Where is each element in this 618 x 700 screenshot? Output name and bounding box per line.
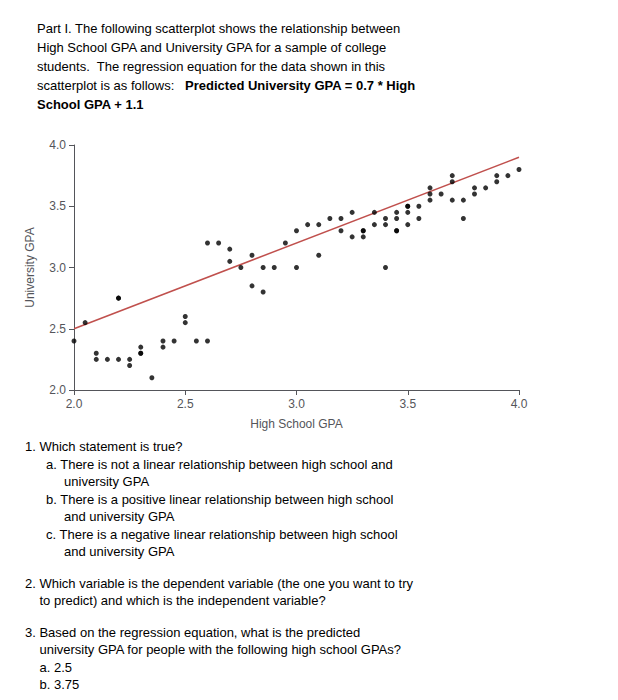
svg-text:Part I. The following scatterp: Part I. The following scatterplot shows …	[37, 21, 400, 36]
svg-text:3.0: 3.0	[49, 261, 66, 275]
svg-text:university GPA for people with: university GPA for people with the follo…	[25, 642, 401, 657]
svg-text:4.0: 4.0	[49, 138, 66, 152]
svg-text:School GPA + 1.1: School GPA + 1.1	[37, 97, 144, 112]
svg-text:2.5: 2.5	[177, 397, 194, 411]
svg-text:High School GPA: High School GPA	[250, 417, 343, 431]
svg-text:3. Based on the regression equ: 3. Based on the regression equation, wha…	[25, 625, 360, 640]
svg-text:3.5: 3.5	[399, 397, 416, 411]
svg-text:and university GPA: and university GPA	[46, 544, 175, 559]
svg-text:b. There is a positive linear: b. There is a positive linear relationsh…	[46, 492, 393, 507]
svg-text:3.0: 3.0	[288, 397, 305, 411]
svg-text:High School GPA and University: High School GPA and University GPA for a…	[37, 40, 386, 55]
svg-text:2.0: 2.0	[49, 383, 66, 397]
svg-text:a. 2.5: a. 2.5	[25, 660, 72, 675]
svg-text:1. Which statement is true?: 1. Which statement is true?	[25, 439, 183, 454]
svg-text:2. Which variable is the depen: 2. Which variable is the dependent varia…	[25, 576, 414, 591]
svg-text:University GPA: University GPA	[23, 227, 37, 307]
svg-text:3.5: 3.5	[49, 199, 66, 213]
svg-text:and university GPA: and university GPA	[46, 509, 175, 524]
svg-text:scatterplot is as follows:: scatterplot is as follows:	[37, 78, 185, 93]
svg-text:2.5: 2.5	[49, 322, 66, 336]
svg-text:4.0: 4.0	[511, 397, 528, 411]
svg-text:students. The regression equa: students. The regression equation for th…	[37, 59, 386, 74]
svg-text:Predicted University GPA = 0.7: Predicted University GPA = 0.7 * High	[185, 78, 415, 93]
svg-text:to predict) and which is the i: to predict) and which is the independent…	[25, 593, 326, 608]
svg-text:2.0: 2.0	[66, 397, 83, 411]
svg-text:university GPA: university GPA	[46, 474, 149, 489]
svg-text:c. There is a negative linear: c. There is a negative linear relationsh…	[46, 527, 398, 542]
svg-text:a. There is not a linear relat: a. There is not a linear relationship be…	[46, 457, 393, 472]
svg-text:b. 3.75: b. 3.75	[25, 677, 79, 692]
